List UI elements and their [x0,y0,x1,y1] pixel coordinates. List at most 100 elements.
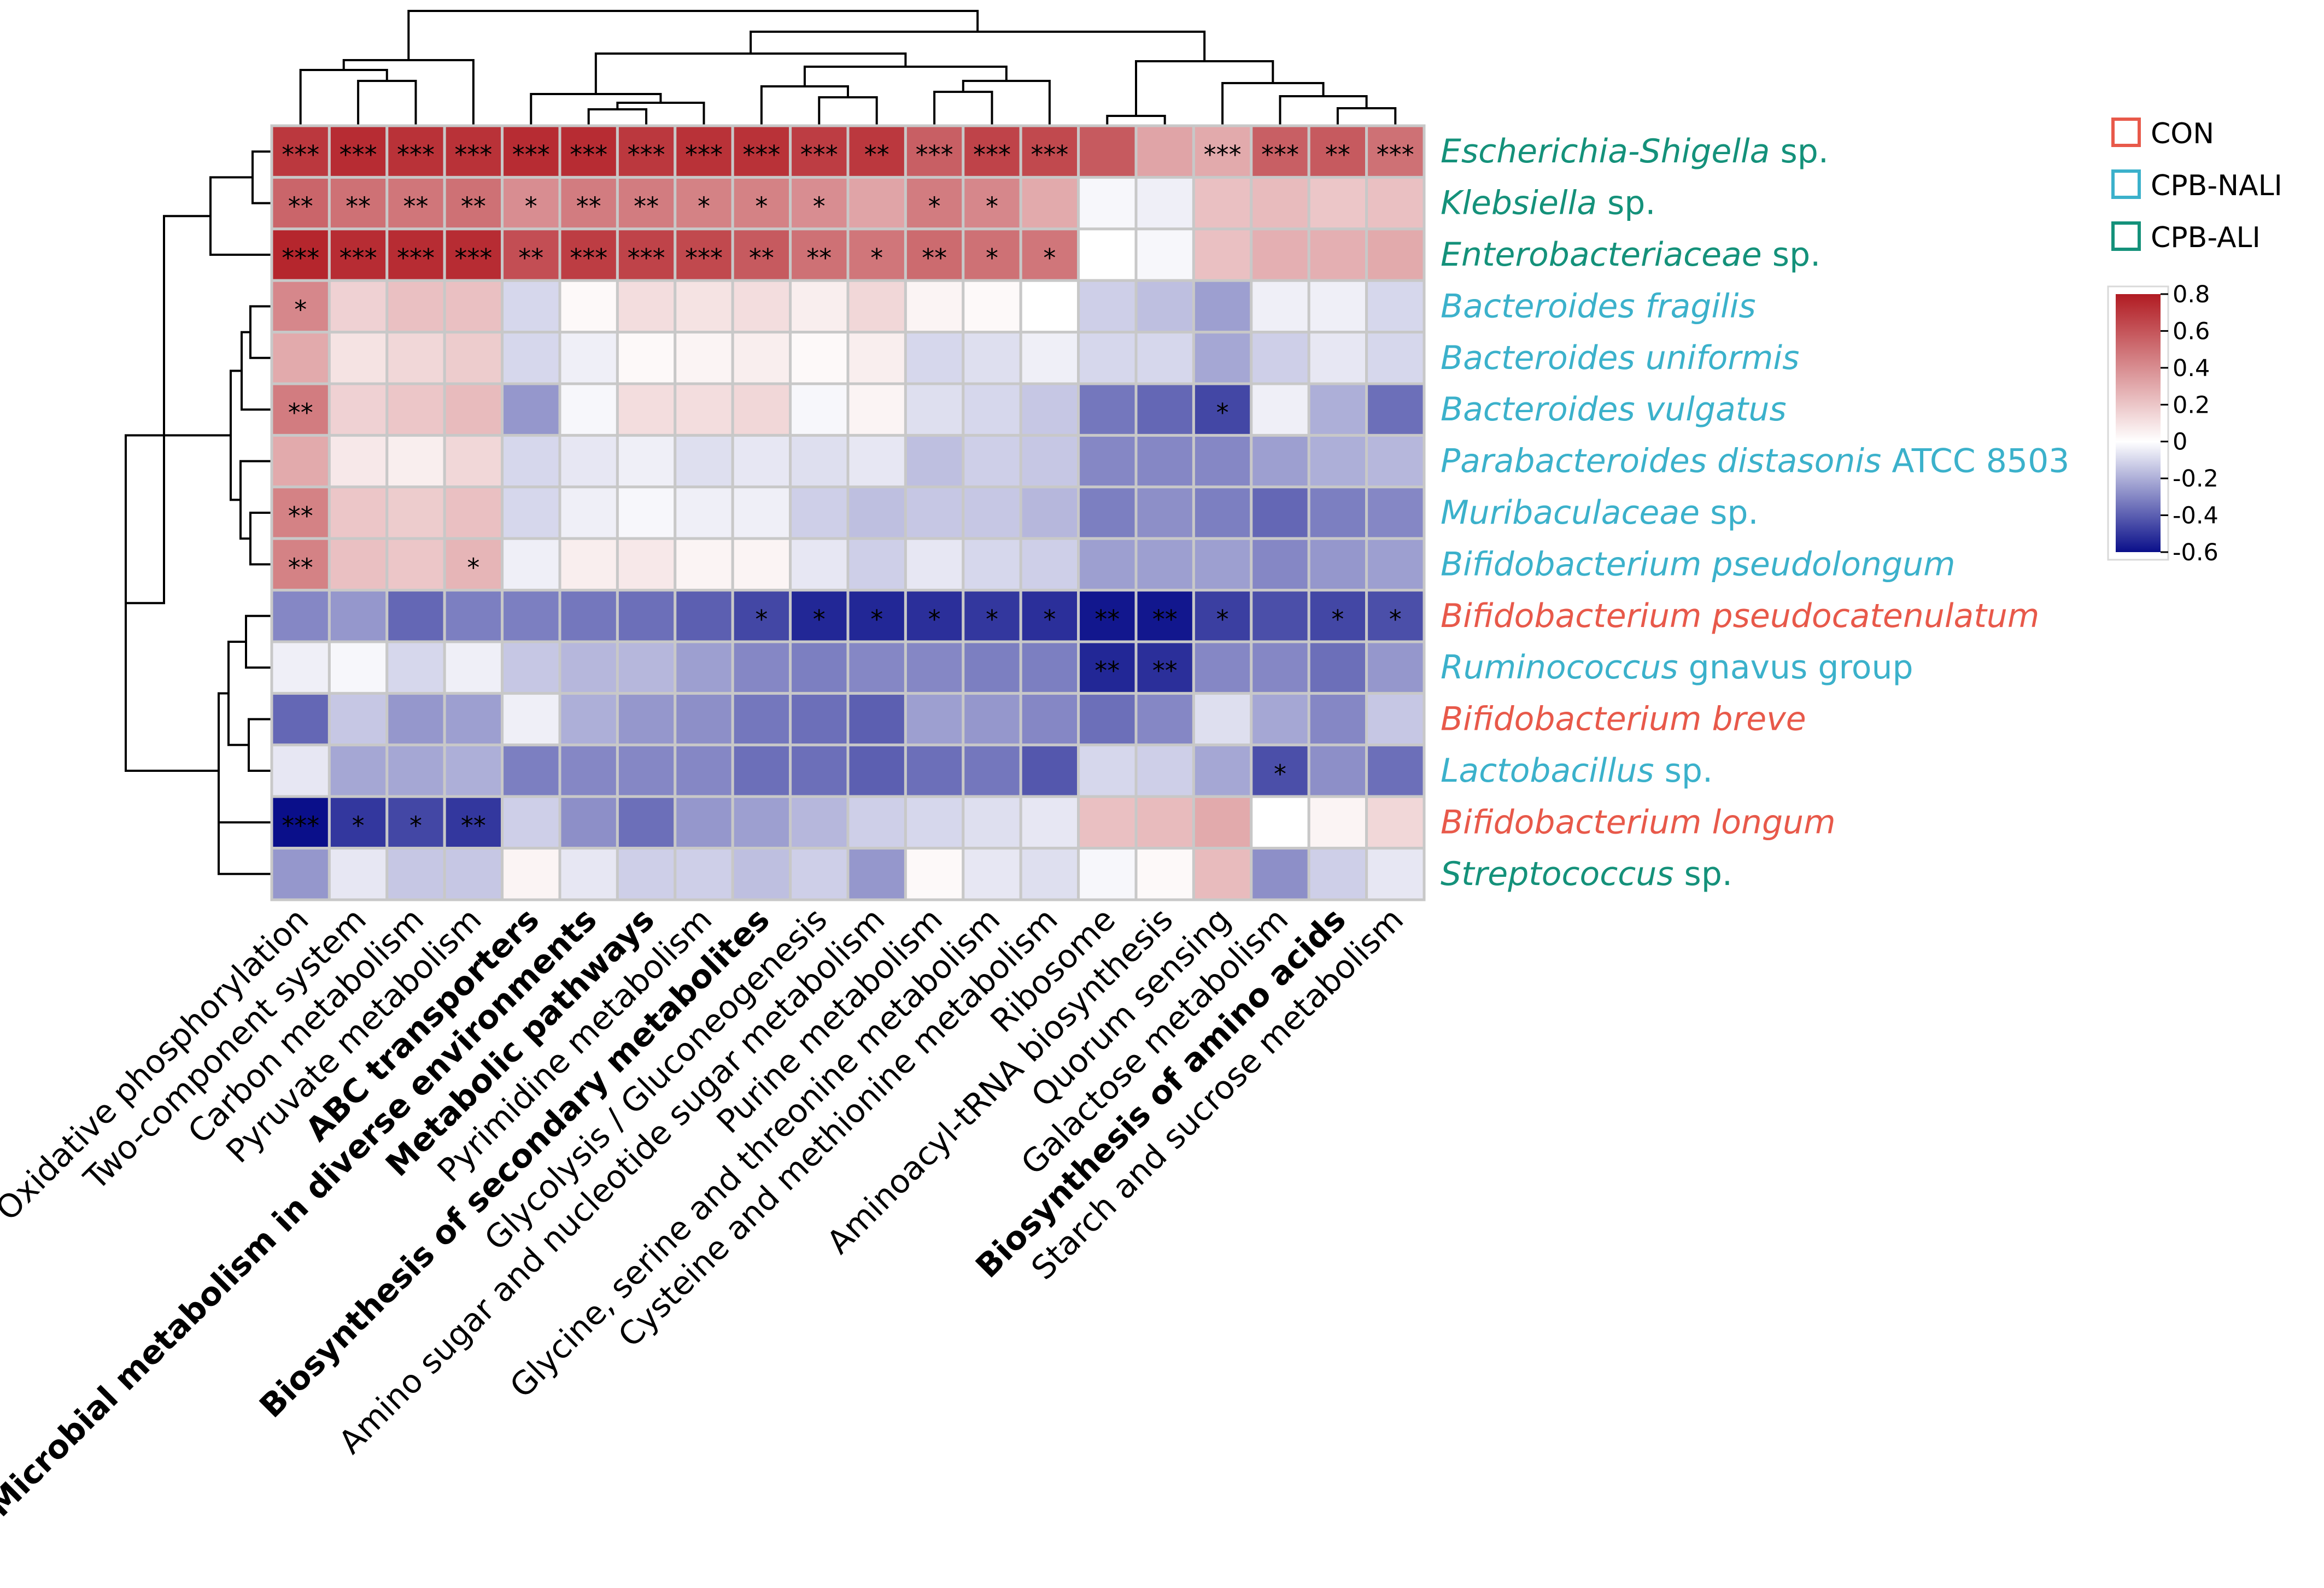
significance-mark: *** [685,243,723,273]
heatmap-cell [789,175,850,231]
heatmap-cell [1077,795,1138,850]
heatmap-cell [616,279,677,334]
heatmap-cell [731,795,792,850]
significance-mark: *** [742,140,780,169]
dendrogram-link [239,460,272,540]
heatmap-cell [558,433,619,489]
heatmap-cell [1019,795,1080,850]
heatmap-cell [270,227,331,282]
heatmap-cell [789,847,850,901]
heatmap-cell [1019,433,1080,489]
dendrogram-link [818,96,878,126]
significance-mark: * [813,605,826,634]
heatmap-cell [1019,743,1080,798]
heatmap-cell [1192,382,1253,437]
heatmap-cell [1365,382,1426,437]
heatmap-cell [674,331,734,385]
legend-swatch [2111,169,2141,199]
heatmap-cell [1019,640,1080,695]
significance-mark: * [294,295,307,324]
heatmap-cell [1077,537,1138,592]
heatmap-cell [501,433,561,489]
heatmap-cell [962,640,1022,695]
dendrogram-link [249,305,272,359]
significance-mark: *** [339,140,377,169]
significance-mark: * [1216,605,1229,634]
heatmap-cell [846,537,907,592]
heatmap-cell [904,227,965,282]
significance-mark: ** [288,398,313,427]
colorbar-tick-label: 0.4 [2173,355,2210,382]
heatmap-cell [846,847,907,901]
heatmap-cell [1307,640,1368,695]
heatmap-cell [558,589,619,643]
significance-mark: *** [454,243,492,273]
dendrogram-link [933,91,993,126]
dendrogram-link [1336,107,1397,126]
heatmap-cell [962,743,1022,798]
dendrogram-link [962,80,1051,126]
significance-mark: ** [749,243,774,273]
heatmap-cell [1307,331,1368,385]
heatmap-cell [789,795,850,850]
heatmap-cell [731,847,792,901]
significance-mark: *** [916,140,953,169]
significance-mark: *** [570,243,607,273]
heatmap-cell [674,227,734,282]
heatmap-cell [270,847,331,901]
heatmap-cell [1307,124,1368,179]
significance-mark: *** [1031,140,1068,169]
heatmap-cell [501,589,561,643]
heatmap-cell [616,847,677,901]
significance-mark: * [928,192,941,221]
heatmap-cell [1365,795,1426,850]
heatmap-cell [731,692,792,747]
heatmap-cell [962,795,1022,850]
significance-mark: ** [1094,656,1120,685]
heatmap-cell [1365,175,1426,231]
significance-mark: *** [628,243,665,273]
dendrogram-link [587,108,648,126]
heatmap-cell [616,433,677,489]
significance-mark: ** [461,192,486,221]
heatmap-cell [1134,589,1195,643]
heatmap-cell [789,331,850,385]
significance-mark: *** [339,243,377,273]
heatmap-cell [443,279,504,334]
heatmap-cell [1192,227,1253,282]
heatmap-cell [1019,331,1080,385]
heatmap-cell [558,382,619,437]
heatmap-cell [616,537,677,592]
heatmap-cell [1307,175,1368,231]
heatmap-cell [385,589,446,643]
heatmap-cell [327,743,389,798]
significance-mark: * [1043,243,1056,273]
heatmap-cell [558,692,619,747]
heatmap-cell [558,795,619,850]
row-label: Bifidobacterium pseudocatenulatum [1441,597,2039,635]
heatmap-cell [789,589,850,643]
heatmap-cell [789,433,850,489]
heatmap-cell [1365,279,1426,334]
significance-mark: * [1216,398,1229,427]
heatmap-cell [1365,433,1426,489]
row-label: Bacteroides fragilis [1441,287,1756,325]
heatmap-cell [962,692,1022,747]
heatmap-cell [616,485,677,540]
significance-mark: * [352,811,365,840]
heatmap-cell [962,537,1022,592]
heatmap-cell [846,485,907,540]
heatmap-cell [327,847,389,901]
heatmap-cell [1192,175,1253,231]
heatmap-cell [674,433,734,489]
heatmap-cell [1250,640,1310,695]
dendrogram-link [209,176,272,256]
heatmap-cell [501,692,561,747]
significance-mark: ** [576,192,601,221]
heatmap-cell [270,331,331,385]
colorbar-gradient [2116,294,2161,552]
significance-mark: ** [1152,656,1178,685]
heatmap-cell [789,227,850,282]
heatmap-cell [674,795,734,850]
